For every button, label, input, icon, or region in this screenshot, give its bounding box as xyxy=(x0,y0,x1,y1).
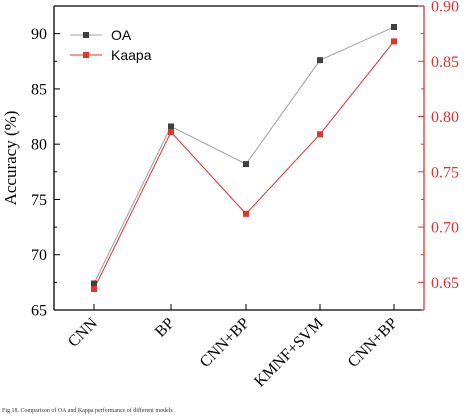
left-tick-label: 85 xyxy=(31,81,47,98)
x-tick-label: CNN+BP xyxy=(197,315,253,371)
oa-data-point xyxy=(391,24,397,31)
left-tick-label: 70 xyxy=(31,247,47,264)
y-axis-title: Accuracy (%) xyxy=(1,111,20,206)
legend-oa-label: OA xyxy=(111,27,132,43)
oa-data-point xyxy=(317,57,323,64)
x-tick-label: CNN+BP xyxy=(345,315,401,371)
right-tick-label: 0.85 xyxy=(431,54,459,71)
oa-data-point xyxy=(168,123,174,130)
legend-kappa-marker xyxy=(83,52,89,58)
kappa-data-point xyxy=(317,131,323,138)
x-tick-label: CNN xyxy=(65,314,101,350)
oa-series-line xyxy=(93,26,395,284)
kappa-data-point xyxy=(243,210,249,217)
left-axis-ticks: 65 70 75 80 85 90 xyxy=(31,5,60,320)
series-lines xyxy=(93,26,395,290)
legend: OA Kaapa xyxy=(70,27,152,63)
left-tick-label: 75 xyxy=(31,192,47,209)
oa-data-point xyxy=(243,161,249,168)
legend-kappa-label: Kaapa xyxy=(111,47,152,63)
oa-data-point xyxy=(91,280,97,287)
right-tick-label: 0.70 xyxy=(431,220,459,237)
kappa-data-point xyxy=(168,129,174,136)
kappa-data-point xyxy=(391,38,397,45)
plot-area xyxy=(53,5,425,311)
series-points xyxy=(91,24,397,292)
left-tick-label: 90 xyxy=(31,26,47,43)
right-tick-label: 0.90 xyxy=(431,0,459,16)
left-tick-label: 80 xyxy=(31,137,47,154)
figure-caption: Fig 18. Comparison of OA and Kappa perfo… xyxy=(2,408,173,414)
x-tick-label: BP xyxy=(152,315,178,341)
right-tick-label: 0.80 xyxy=(431,109,459,126)
left-tick-label: 65 xyxy=(31,303,47,320)
right-axis-ticks: 0.65 0.70 0.75 0.80 0.85 0.90 xyxy=(418,0,459,311)
kappa-data-point xyxy=(91,285,97,292)
x-tick-label: KMNF+SVM xyxy=(251,315,327,391)
right-tick-label: 0.65 xyxy=(431,275,459,292)
right-tick-label: 0.75 xyxy=(431,164,459,181)
legend-oa-marker xyxy=(83,32,89,38)
